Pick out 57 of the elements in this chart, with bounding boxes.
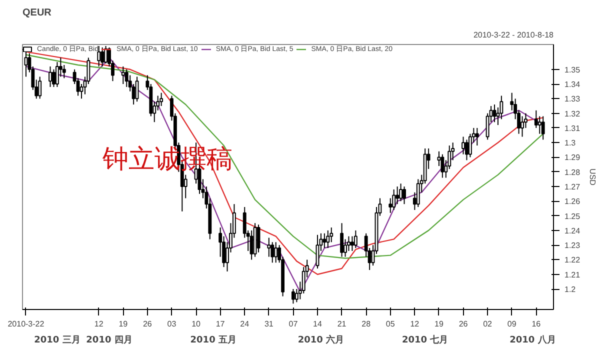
candlestick	[48, 66, 52, 88]
x-tick-label: 02	[483, 320, 493, 328]
y-tick-label: 1.31	[564, 124, 581, 133]
x-tick-label: 05	[386, 320, 396, 328]
x-tick-label: 14	[313, 320, 322, 328]
y-tick-label: 1.2	[564, 285, 576, 294]
y-tick-label: 1.35	[564, 65, 581, 74]
x-tick-label: 09	[507, 320, 517, 328]
y-tick-label: 1.25	[564, 212, 581, 221]
x-tick-label: 17	[216, 320, 226, 328]
text: 2010 三月	[34, 334, 80, 346]
x-tick-label: 12	[410, 320, 420, 328]
candlestick	[97, 45, 101, 67]
candlestick	[326, 230, 330, 249]
candlestick	[121, 66, 125, 85]
chart-subtitle: 2010-3-22 - 2010-8-18	[473, 30, 554, 40]
x-tick-label: 19	[434, 320, 444, 328]
chart-title: QEUR	[22, 8, 52, 18]
candlestick	[538, 116, 542, 134]
text: 2010 八月	[510, 334, 556, 346]
candlestick	[396, 186, 400, 205]
x-tick-label: 10	[192, 320, 202, 328]
y-tick-label: 1.33	[564, 94, 581, 104]
x-tick-label: 03	[167, 320, 177, 328]
x-tick-label: 26	[142, 320, 152, 328]
y-tick-label: 1.26	[564, 197, 581, 206]
text: 2010 四月	[86, 334, 132, 346]
x-tick-label: 24	[240, 320, 250, 328]
text: 2010 五月	[190, 334, 236, 346]
x-tick-label: 21	[337, 320, 347, 328]
y-tick-label: 1.34	[564, 80, 581, 90]
candlestick	[462, 136, 465, 155]
y-tick-label: 1.29	[564, 153, 581, 162]
x-tick-label: 26	[458, 320, 468, 328]
y-axis-title: USD	[588, 168, 598, 186]
x-tick-label: 2010-3-22	[8, 320, 45, 328]
candlestick	[510, 92, 514, 111]
candlestick	[475, 127, 479, 146]
x-tick-label: 07	[288, 320, 298, 328]
candlestick	[267, 237, 271, 258]
y-tick-label: 1.27	[564, 182, 581, 192]
y-tick-label: 1.32	[564, 109, 581, 118]
y-tick-label: 1.23	[564, 241, 581, 250]
candlestick	[520, 116, 524, 138]
y-tick-label: 1.21	[564, 270, 581, 280]
candlestick	[388, 198, 392, 214]
x-tick-label: 12	[94, 320, 104, 328]
x-tick-label: 28	[362, 320, 372, 328]
y-tick-label: 1.28	[564, 168, 581, 177]
y-tick-label: 1.24	[564, 226, 581, 236]
y-tick-label: 1.22	[564, 256, 581, 265]
text: 2010 六月	[298, 334, 344, 346]
x-tick-label: 16	[532, 320, 542, 328]
y-tick-label: 1.3	[564, 138, 576, 148]
x-tick-label: 19	[118, 320, 128, 328]
text: 2010 七月	[402, 334, 448, 346]
x-tick-label: 31	[264, 320, 274, 328]
